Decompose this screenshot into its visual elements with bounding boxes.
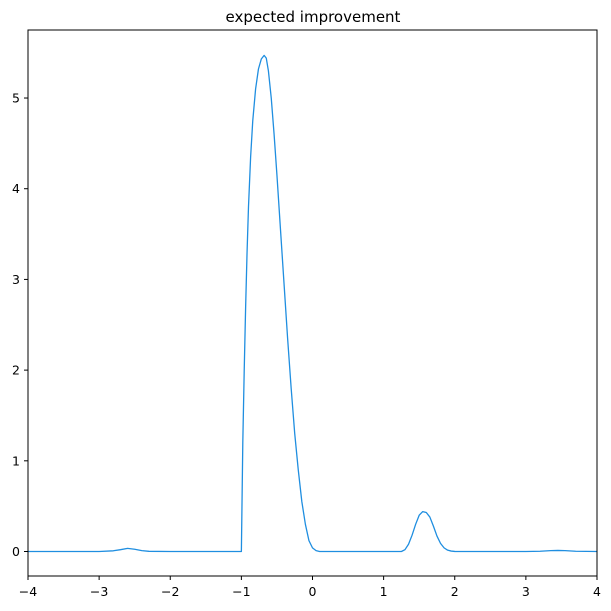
y-tick-label: 2 — [12, 363, 20, 378]
plot-area — [28, 54, 598, 553]
x-tick-label: −4 — [19, 584, 37, 599]
x-tick-label: −3 — [90, 584, 108, 599]
x-tick-label: −2 — [161, 584, 179, 599]
y-tick-label: 4 — [12, 181, 20, 196]
series-line-0 — [28, 54, 598, 553]
y-tick-label: 5 — [12, 91, 20, 106]
x-tick-label: −1 — [232, 584, 250, 599]
x-tick-label: 2 — [451, 584, 459, 599]
x-axis: −4 −3 −2 −1 0 1 2 3 4 — [19, 576, 601, 599]
axes-frame — [27, 29, 598, 577]
y-axis: 0 1 2 3 4 5 — [12, 91, 28, 559]
x-tick-label: 4 — [593, 584, 601, 599]
x-tick-label: 1 — [380, 584, 388, 599]
y-tick-label: 0 — [12, 544, 20, 559]
y-tick-label: 1 — [12, 453, 20, 468]
y-tick-label: 3 — [12, 272, 20, 287]
chart-title: expected improvement — [226, 8, 401, 26]
x-tick-label: 0 — [309, 584, 317, 599]
x-tick-label: 3 — [522, 584, 530, 599]
